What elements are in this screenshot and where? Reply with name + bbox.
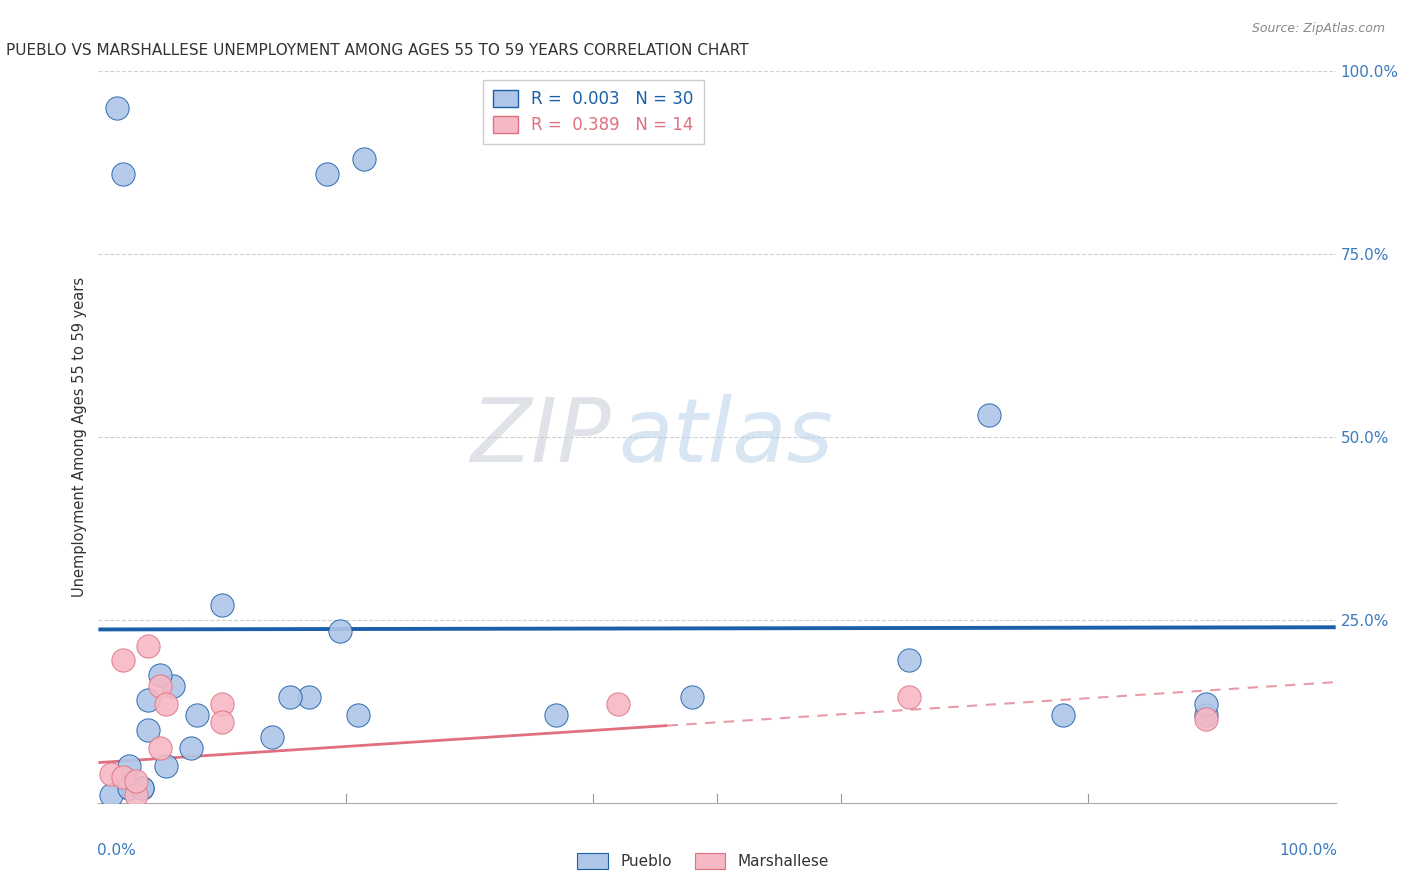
Point [118, 781, 141, 796]
Legend: Pueblo, Marshallese: Pueblo, Marshallese [571, 847, 835, 875]
Point [353, 152, 375, 166]
Point [100, 789, 122, 803]
Point [186, 708, 208, 723]
Point [112, 653, 135, 667]
Text: Source: ZipAtlas.com: Source: ZipAtlas.com [1251, 22, 1385, 36]
Point [1195, 712, 1218, 726]
Text: atlas: atlas [619, 394, 832, 480]
Text: 100.0%: 100.0% [1279, 843, 1337, 858]
Point [347, 708, 370, 723]
Y-axis label: Unemployment Among Ages 55 to 59 years: Unemployment Among Ages 55 to 59 years [72, 277, 87, 597]
Point [329, 624, 352, 638]
Point [211, 599, 233, 613]
Point [136, 693, 159, 707]
Point [897, 653, 920, 667]
Point [1195, 697, 1218, 711]
Text: 0.0%: 0.0% [97, 843, 136, 858]
Point [180, 740, 202, 755]
Point [100, 766, 122, 780]
Point [546, 708, 568, 723]
Point [149, 740, 172, 755]
Point [118, 759, 141, 773]
Point [112, 167, 135, 181]
Point [162, 679, 184, 693]
Legend: R =  0.003   N = 30, R =  0.389   N = 14: R = 0.003 N = 30, R = 0.389 N = 14 [484, 79, 703, 145]
Point [149, 667, 172, 681]
Point [979, 408, 1001, 422]
Point [298, 690, 321, 704]
Point [607, 697, 630, 711]
Point [211, 697, 233, 711]
Point [136, 723, 159, 737]
Point [897, 690, 920, 704]
Text: PUEBLO VS MARSHALLESE UNEMPLOYMENT AMONG AGES 55 TO 59 YEARS CORRELATION CHART: PUEBLO VS MARSHALLESE UNEMPLOYMENT AMONG… [6, 43, 748, 58]
Point [278, 690, 301, 704]
Point [118, 781, 141, 796]
Point [155, 759, 177, 773]
Point [681, 690, 703, 704]
Point [149, 679, 172, 693]
Point [124, 789, 146, 803]
Point [155, 697, 177, 711]
Point [211, 715, 233, 730]
Point [1195, 708, 1218, 723]
Point [112, 770, 135, 784]
Text: ZIP: ZIP [471, 394, 612, 480]
Point [136, 639, 159, 653]
Point [124, 773, 146, 788]
Point [131, 781, 153, 796]
Point [131, 781, 153, 796]
Point [1052, 708, 1074, 723]
Point [260, 730, 283, 744]
Point [105, 101, 128, 115]
Point [316, 167, 339, 181]
